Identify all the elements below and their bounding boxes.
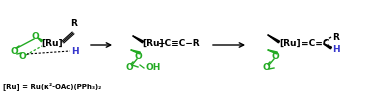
Text: O: O — [262, 64, 270, 73]
Text: O: O — [125, 64, 133, 73]
Text: =C=C: =C=C — [301, 39, 329, 48]
Text: H: H — [332, 44, 339, 53]
Text: [Ru]: [Ru] — [279, 39, 301, 48]
Text: O: O — [10, 46, 18, 56]
Text: [Ru]: [Ru] — [41, 39, 63, 48]
Polygon shape — [131, 50, 140, 54]
Text: O: O — [18, 52, 26, 61]
Text: O: O — [134, 52, 142, 61]
Text: H: H — [71, 46, 79, 56]
Text: R: R — [71, 19, 77, 28]
Text: OH: OH — [145, 64, 160, 73]
Polygon shape — [268, 35, 280, 43]
Text: O: O — [31, 32, 39, 40]
Polygon shape — [324, 44, 332, 49]
Text: O: O — [271, 52, 279, 61]
Polygon shape — [133, 36, 144, 43]
Text: [Ru]: [Ru] — [142, 39, 164, 48]
Text: R: R — [332, 32, 339, 41]
Polygon shape — [38, 38, 43, 42]
Text: [Ru] = Ru(κ²-OAc)(PPh₃)₂: [Ru] = Ru(κ²-OAc)(PPh₃)₂ — [3, 82, 101, 90]
Text: −C≡C−R: −C≡C−R — [157, 39, 199, 48]
Polygon shape — [268, 50, 277, 54]
